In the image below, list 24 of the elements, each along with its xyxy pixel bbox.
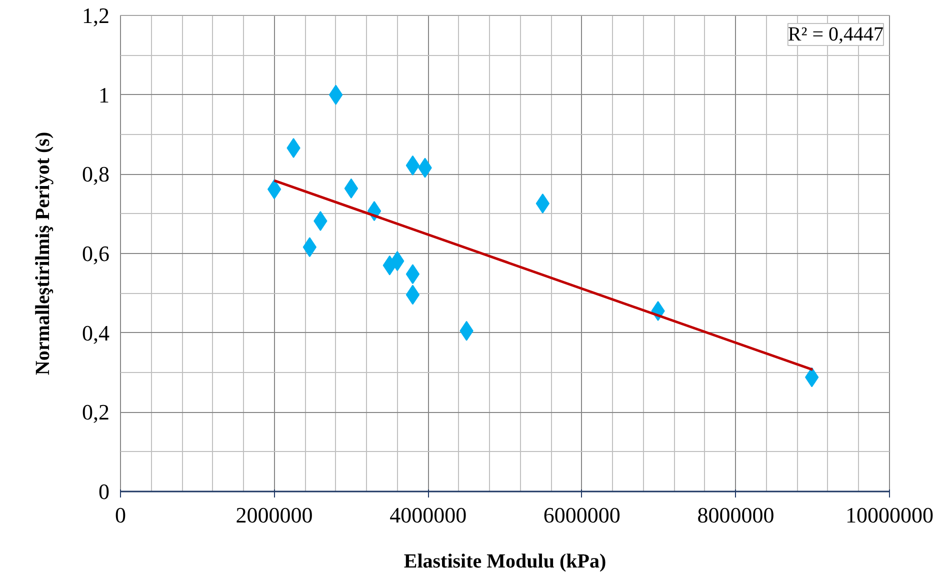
point xyxy=(406,264,420,284)
point xyxy=(267,179,282,200)
point xyxy=(406,155,420,176)
point xyxy=(406,284,420,305)
y-tick-label: 0,8 xyxy=(82,162,110,187)
x-tick-label: 6000000 xyxy=(543,502,620,528)
point xyxy=(302,237,317,258)
point xyxy=(536,194,550,214)
y-tick-label: 0,6 xyxy=(82,241,110,266)
point xyxy=(344,178,358,198)
y-axis-title: Normalleştirilmiş Periyot (s) xyxy=(32,132,54,376)
x-tick-label: 0 xyxy=(115,502,126,528)
y-tick-label: 1,2 xyxy=(82,3,110,28)
annotation: R² = 0,4447 xyxy=(788,24,884,46)
y-tick-label: 0,2 xyxy=(82,400,110,425)
x-tick-label: 2000000 xyxy=(236,502,313,528)
y-tick-label: 1 xyxy=(98,82,110,108)
x-tick-label: 4000000 xyxy=(390,502,467,528)
x-tick-label: 10000000 xyxy=(846,502,934,528)
y-tick-label: 0,4 xyxy=(82,320,110,346)
x-axis-title: Elastisite Modulu (kPa) xyxy=(404,550,606,572)
point xyxy=(328,84,343,105)
y-tick-label: 0 xyxy=(98,479,110,504)
x-tick-label: 8000000 xyxy=(697,502,774,528)
